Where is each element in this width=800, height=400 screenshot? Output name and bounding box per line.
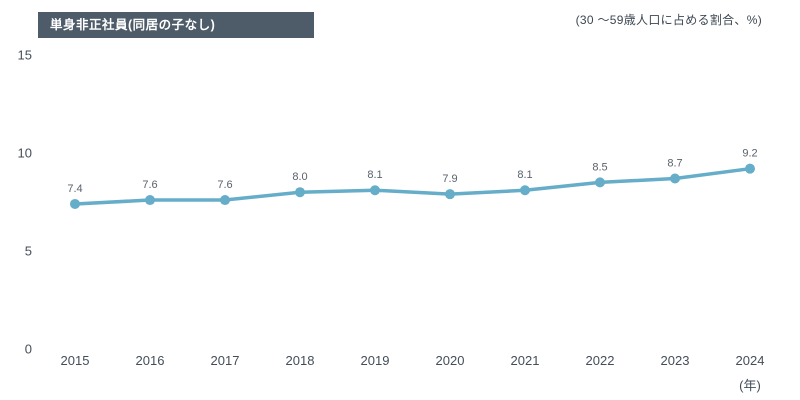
x-tick-label: 2017: [211, 353, 240, 368]
data-point-marker: [445, 189, 455, 200]
x-tick-label: 2022: [586, 353, 615, 368]
data-point-label: 7.6: [217, 179, 232, 191]
data-point-label: 9.2: [742, 148, 757, 160]
x-axis-unit-label: (年): [739, 378, 761, 393]
data-point-label: 7.9: [442, 173, 457, 185]
y-tick-label: 10: [18, 146, 32, 161]
data-point-marker: [295, 187, 305, 198]
data-point-label: 7.4: [67, 183, 82, 195]
data-point-label: 8.5: [592, 161, 607, 173]
data-point-label: 8.7: [667, 157, 682, 169]
x-tick-label: 2024: [736, 353, 765, 368]
x-tick-label: 2020: [436, 353, 465, 368]
data-point-marker: [595, 177, 605, 188]
data-point-marker: [520, 185, 530, 196]
x-tick-label: 2019: [361, 353, 390, 368]
data-point-label: 8.1: [367, 169, 382, 181]
data-point-marker: [670, 173, 680, 184]
data-point-marker: [145, 195, 155, 206]
y-tick-label: 0: [25, 342, 32, 357]
chart-title: 単身非正社員(同居の子なし): [50, 18, 216, 32]
x-tick-label: 2015: [61, 353, 90, 368]
data-point-label: 7.6: [142, 179, 157, 191]
data-point-marker: [370, 185, 380, 196]
y-tick-label: 15: [18, 48, 32, 63]
x-tick-label: 2021: [511, 353, 540, 368]
data-point-marker: [220, 195, 230, 206]
y-tick-label: 5: [25, 244, 32, 259]
x-tick-label: 2016: [136, 353, 165, 368]
x-tick-label: 2018: [286, 353, 315, 368]
chart-title-box: 単身非正社員(同居の子なし): [38, 12, 314, 38]
data-point-marker: [70, 198, 80, 209]
data-point-marker: [745, 163, 755, 174]
x-tick-label: 2023: [661, 353, 690, 368]
data-point-label: 8.1: [517, 169, 532, 181]
unit-note: (30 〜59歳人口に占める割合、%): [575, 13, 762, 27]
series-line: [73, 166, 752, 206]
data-point-label: 8.0: [292, 171, 307, 183]
